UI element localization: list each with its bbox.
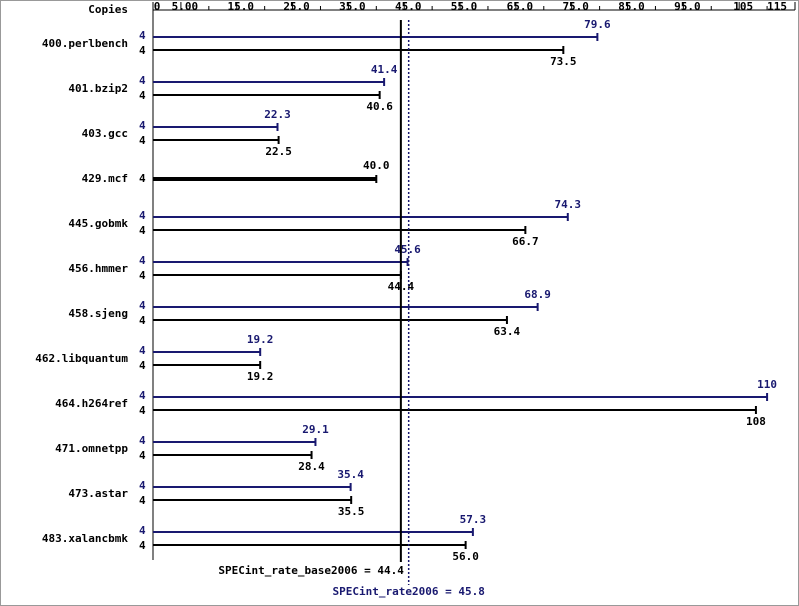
value-label: 19.2 — [247, 370, 274, 383]
category-label: 401.bzip2 — [68, 82, 128, 95]
x-tick-label: 15.0 — [227, 0, 254, 13]
x-tick-label: 105 — [733, 0, 753, 13]
value-label: 57.3 — [460, 513, 487, 526]
copies-header: Copies — [88, 3, 128, 16]
copies-label: 4 — [139, 494, 146, 507]
value-label: 35.4 — [337, 468, 364, 481]
value-label: 79.6 — [584, 18, 611, 31]
copies-label: 4 — [139, 74, 146, 87]
copies-label: 4 — [139, 404, 146, 417]
category-label: 445.gobmk — [68, 217, 128, 230]
copies-label: 4 — [139, 359, 146, 372]
copies-label: 4 — [139, 134, 146, 147]
value-label: 110 — [757, 378, 777, 391]
copies-label: 4 — [139, 172, 146, 185]
reference-label: SPECint_rate_base2006 = 44.4 — [218, 564, 404, 577]
copies-label: 4 — [139, 389, 146, 402]
copies-label: 4 — [139, 89, 146, 102]
copies-label: 4 — [139, 119, 146, 132]
x-tick-label: 115 — [767, 0, 787, 13]
value-label: 56.0 — [452, 550, 479, 563]
x-tick-label: 45.0 — [395, 0, 422, 13]
category-label: 473.astar — [68, 487, 128, 500]
x-tick-label: 35.0 — [339, 0, 366, 13]
copies-label: 4 — [139, 44, 146, 57]
copies-label: 4 — [139, 224, 146, 237]
x-tick-label: 65.0 — [507, 0, 534, 13]
x-tick-label: 85.0 — [618, 0, 645, 13]
x-tick-label: 55.0 — [451, 0, 478, 13]
x-tick-label: 25.0 — [283, 0, 310, 13]
category-label: 400.perlbench — [42, 37, 128, 50]
x-tick-label: 5.00 — [172, 0, 199, 13]
value-label: 40.0 — [363, 159, 390, 172]
copies-label: 4 — [139, 299, 146, 312]
category-label: 458.sjeng — [68, 307, 128, 320]
value-label: 45.6 — [394, 243, 421, 256]
copies-label: 4 — [139, 209, 146, 222]
value-label: 29.1 — [302, 423, 329, 436]
value-label: 40.6 — [366, 100, 393, 113]
value-label: 28.4 — [298, 460, 325, 473]
copies-label: 4 — [139, 254, 146, 267]
category-label: 462.libquantum — [35, 352, 128, 365]
copies-label: 4 — [139, 314, 146, 327]
copies-label: 4 — [139, 449, 146, 462]
category-label: 464.h264ref — [55, 397, 128, 410]
copies-label: 4 — [139, 434, 146, 447]
reference-label: SPECint_rate2006 = 45.8 — [333, 585, 485, 598]
x-tick-label: 0 — [154, 0, 161, 13]
value-label: 66.7 — [512, 235, 539, 248]
value-label: 35.5 — [338, 505, 365, 518]
value-label: 74.3 — [555, 198, 582, 211]
value-label: 73.5 — [550, 55, 577, 68]
category-label: 456.hmmer — [68, 262, 128, 275]
category-label: 429.mcf — [82, 172, 128, 185]
x-tick-label: 75.0 — [562, 0, 589, 13]
copies-label: 4 — [139, 524, 146, 537]
copies-label: 4 — [139, 29, 146, 42]
category-label: 471.omnetpp — [55, 442, 128, 455]
value-label: 63.4 — [494, 325, 521, 338]
value-label: 41.4 — [371, 63, 398, 76]
copies-label: 4 — [139, 479, 146, 492]
category-label: 403.gcc — [82, 127, 128, 140]
copies-label: 4 — [139, 269, 146, 282]
value-label: 22.3 — [264, 108, 291, 121]
value-label: 22.5 — [265, 145, 292, 158]
value-label: 108 — [746, 415, 766, 428]
copies-label: 4 — [139, 539, 146, 552]
category-label: 483.xalancbmk — [42, 532, 128, 545]
value-label: 68.9 — [524, 288, 551, 301]
value-label: 19.2 — [247, 333, 274, 346]
copies-label: 4 — [139, 344, 146, 357]
x-tick-label: 95.0 — [674, 0, 701, 13]
